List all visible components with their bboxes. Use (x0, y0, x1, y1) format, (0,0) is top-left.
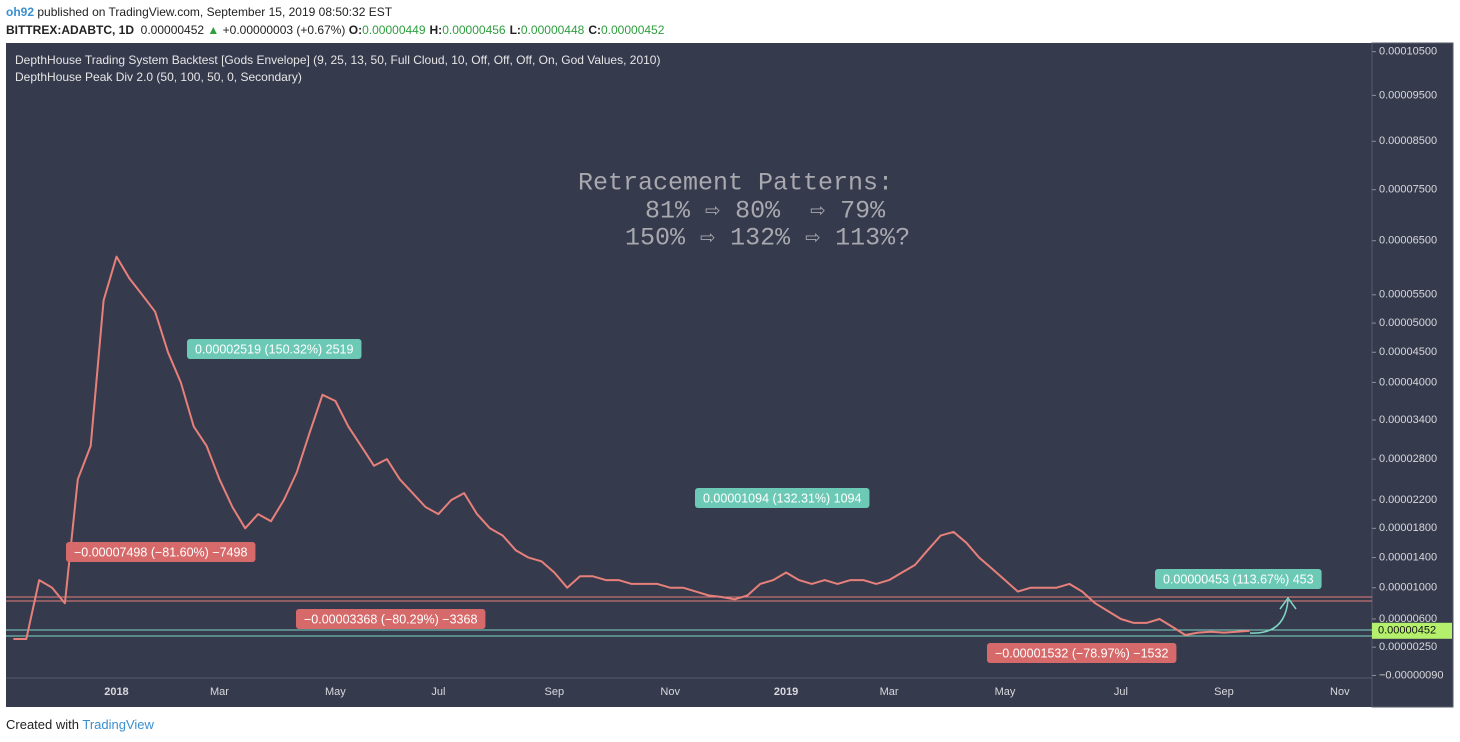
x-tick-label: Jul (431, 686, 445, 698)
annotation: 0.00001094 (132.31%) 1094 (695, 488, 870, 508)
x-tick-label: 2018 (104, 686, 128, 698)
y-tick-label: 0.00003400 (1379, 414, 1437, 426)
annotation-box (296, 609, 486, 629)
x-tick-label: Sep (1214, 686, 1234, 698)
x-tick-label: Mar (210, 686, 229, 698)
annotation-text: −0.00003368 (−80.29%) −3368 (304, 612, 477, 626)
ohlc-key: L: (509, 23, 521, 37)
annotation-text: 0.00000453 (113.67%) 453 (1163, 572, 1314, 586)
y-tick-label: −0.00000090 (1379, 669, 1444, 681)
x-tick-label: Jul (1114, 686, 1128, 698)
annotation: 0.00002519 (150.32%) 2519 (187, 339, 362, 359)
symbol-line: BITTREX:ADABTC, 1D 0.00000452 ▲ +0.00000… (6, 23, 668, 37)
y-tick-label: 0.00001800 (1379, 522, 1437, 534)
ohlc-key: H: (429, 23, 443, 37)
y-tick-label: 0.00008500 (1379, 135, 1437, 147)
annotation-box (695, 488, 870, 508)
ohlc: O:0.00000449 H:0.00000456 L:0.00000448 C:0.… (349, 23, 669, 37)
annotation-box (187, 339, 362, 359)
note: 150% ⇨ 132% ⇨ 113%? (625, 224, 910, 253)
y-tick-label: 0.00005000 (1379, 317, 1437, 329)
annotation-box (987, 643, 1177, 663)
y-tick-label: 0.00004000 (1379, 376, 1437, 388)
annotation-text: −0.00001532 (−78.97%) −1532 (995, 646, 1168, 660)
y-tick-label: 0.00006500 (1379, 235, 1437, 247)
y-tick-label: 0.00002800 (1379, 453, 1437, 465)
y-tick-label: 0.00002200 (1379, 494, 1437, 506)
author[interactable]: oh92 (6, 5, 35, 19)
price-line (13, 255, 1250, 640)
x-tick-label: May (325, 686, 346, 698)
x-tick-label: Nov (660, 686, 680, 698)
ohlc-value: 0.00000448 (520, 23, 585, 37)
ohlc-value: 0.00000452 (601, 23, 665, 37)
price: 0.00000452 (140, 23, 205, 37)
y-tick-label: 0.00000600 (1379, 613, 1437, 625)
y-tick-label: 0.00010500 (1379, 46, 1437, 58)
annotation-box (1155, 569, 1322, 589)
x-tick-label: May (995, 686, 1016, 698)
annotation: 0.00000453 (113.67%) 453 (1155, 569, 1322, 589)
annotation: −0.00003368 (−80.29%) −3368 (296, 609, 486, 629)
y-tick-label: 0.00001000 (1379, 582, 1437, 594)
symbol: BITTREX:ADABTC, 1D (6, 23, 134, 37)
ohlc-key: O: (348, 23, 363, 37)
x-tick-label: Sep (544, 686, 564, 698)
last-price-tag (1372, 622, 1452, 639)
annotation-box (66, 542, 256, 562)
annotation: −0.00001532 (−78.97%) −1532 (987, 643, 1177, 663)
y-tick-label: 0.00001400 (1379, 551, 1437, 563)
ohlc-value: 0.00000449 (362, 23, 426, 37)
note: 81% ⇨ 80% ⇨ 79% (645, 197, 886, 226)
change: +0.00000003 (+0.67%) (222, 23, 346, 37)
publish-line: oh92 published on TradingView.com, Septe… (6, 5, 392, 19)
y-tick-label: 0.00005500 (1379, 289, 1437, 301)
y-tick-label: 0.00009500 (1379, 89, 1437, 101)
x-tick-label: Mar (880, 686, 899, 698)
y-tick-label: 0.00000250 (1379, 641, 1437, 653)
x-tick-label: Nov (1330, 686, 1350, 698)
price-axis (1371, 42, 1454, 708)
ohlc-key: C: (588, 23, 601, 37)
brand[interactable]: TradingView (82, 717, 154, 732)
annotation: −0.00007498 (−81.60%) −7498 (66, 542, 256, 562)
footer: Created with TradingView (6, 717, 154, 732)
published: published on TradingView.com, September … (37, 5, 393, 19)
indicator: DepthHouse Peak Div 2.0 (50, 100, 50, 0,… (15, 70, 302, 84)
annotation-text: 0.00001094 (132.31%) 1094 (703, 491, 862, 505)
y-tick-label: 0.00007500 (1379, 184, 1437, 196)
ohlc-value: 0.00000456 (442, 23, 506, 37)
y-tick-label: 0.00004500 (1379, 346, 1437, 358)
last-price-label: 0.00000452 (1378, 625, 1436, 637)
annotation-text: −0.00007498 (−81.60%) −7498 (74, 545, 247, 559)
annotation-text: 0.00002519 (150.32%) 2519 (195, 342, 354, 356)
x-tick-label: 2019 (774, 686, 798, 698)
note-title: Retracement Patterns: (578, 169, 893, 198)
created: Created with (6, 717, 79, 732)
chart-frame (6, 43, 1453, 707)
up-arrow: ▲ (207, 23, 220, 37)
projection-arrow (1249, 596, 1297, 634)
indicator: DepthHouse Trading System Backtest [Gods… (15, 53, 660, 67)
